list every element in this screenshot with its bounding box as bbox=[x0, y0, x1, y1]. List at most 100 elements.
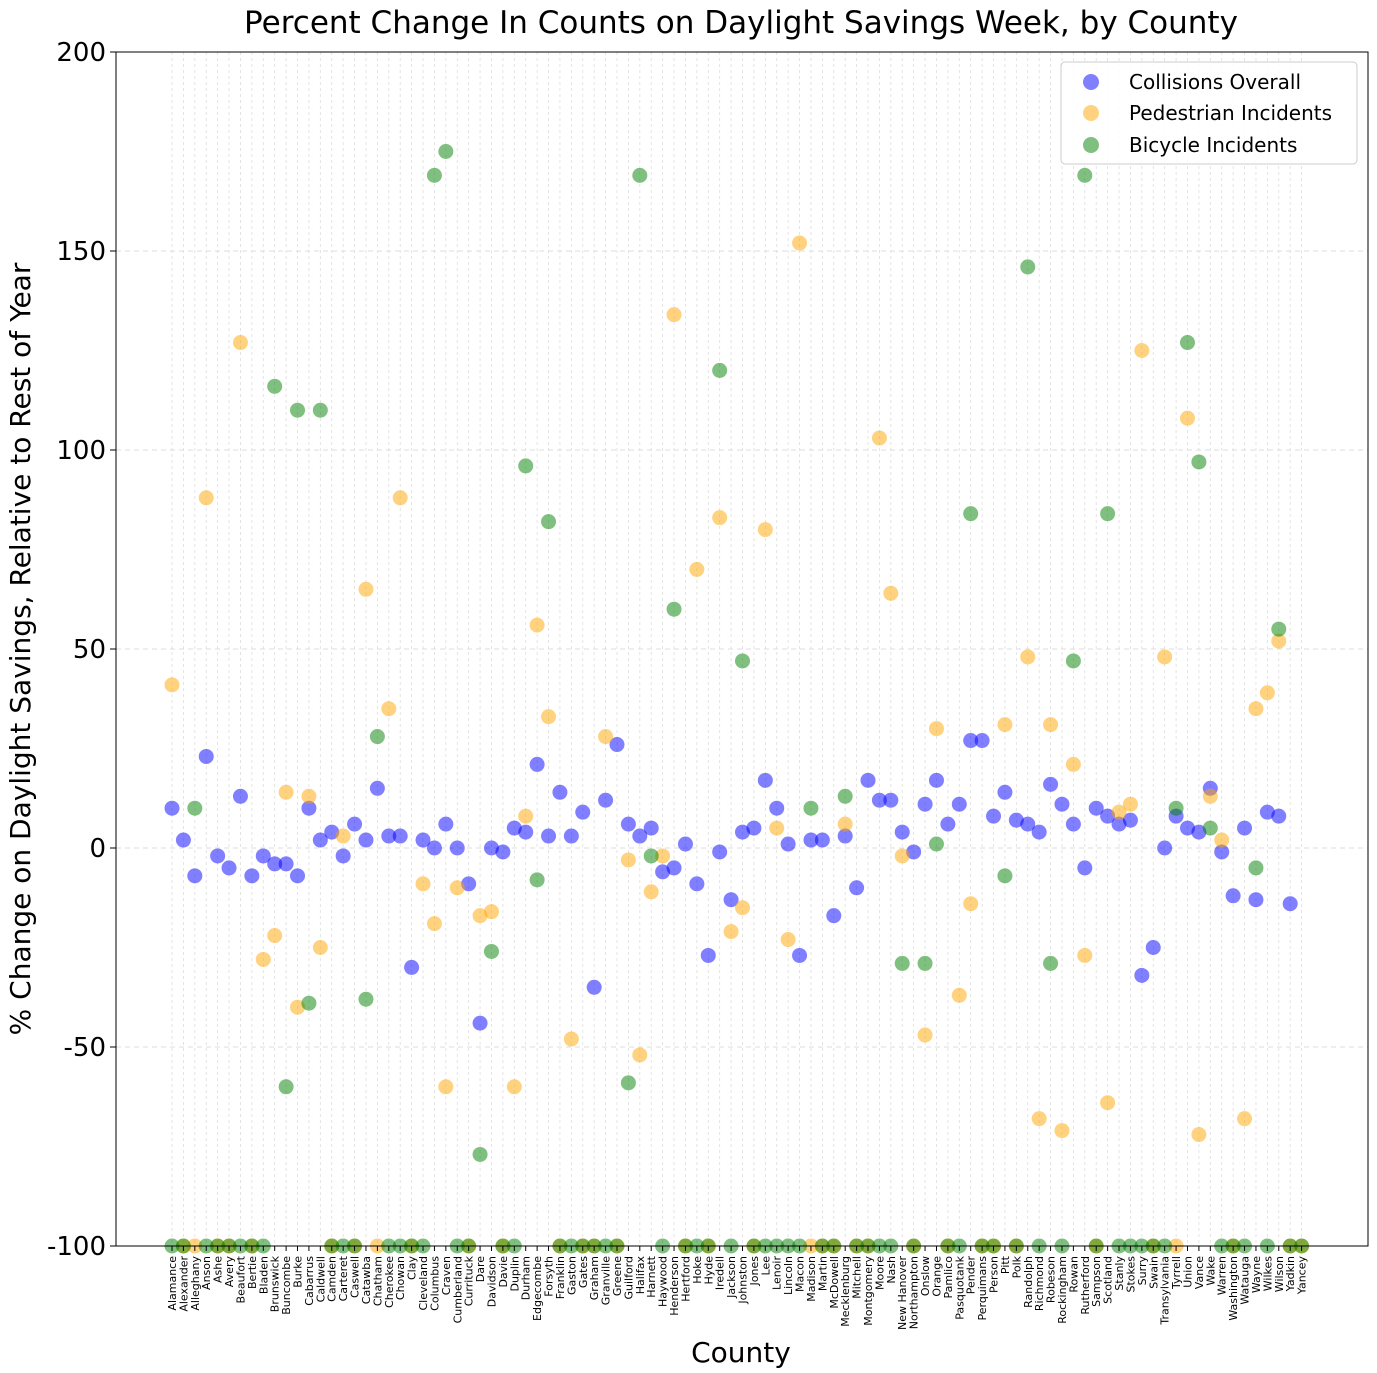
collisions-point bbox=[495, 844, 511, 860]
x-tick-label: Pasquotank bbox=[953, 1255, 966, 1319]
pedestrian-point bbox=[780, 932, 796, 948]
y-tick-label: 200 bbox=[56, 38, 106, 68]
pedestrian-point bbox=[1237, 1111, 1253, 1127]
x-tick-label: Chatham bbox=[371, 1256, 384, 1306]
x-tick-label: Rockingham bbox=[1056, 1256, 1069, 1324]
collisions-point bbox=[438, 816, 454, 832]
bicycle-point bbox=[917, 955, 933, 971]
x-tick-label: Hoke bbox=[691, 1256, 704, 1284]
x-tick-label: Orange bbox=[930, 1256, 943, 1297]
bicycle-point bbox=[712, 362, 728, 378]
pedestrian-point bbox=[449, 880, 465, 896]
pedestrian-point bbox=[1031, 1111, 1047, 1127]
collisions-point bbox=[883, 792, 899, 808]
collisions-point bbox=[381, 828, 397, 844]
x-tick-label: Beaufort bbox=[234, 1255, 247, 1303]
x-tick-label: Brunswick bbox=[269, 1255, 282, 1312]
x-tick-label: Iredell bbox=[714, 1256, 727, 1290]
legend-box bbox=[1060, 61, 1358, 165]
collisions-point bbox=[735, 824, 750, 840]
x-tick-label: Transylvania bbox=[1159, 1256, 1172, 1326]
collisions-point bbox=[655, 864, 671, 880]
collisions-point bbox=[997, 784, 1013, 800]
pedestrian-point bbox=[278, 784, 294, 800]
x-tick-label: Guilford bbox=[622, 1256, 635, 1300]
bicycle-point bbox=[1271, 621, 1287, 637]
y-tick-label: -50 bbox=[64, 1033, 106, 1063]
collisions-point bbox=[780, 836, 796, 852]
pedestrian-point bbox=[381, 701, 397, 717]
collisions-point bbox=[506, 820, 522, 836]
pedestrian-point bbox=[620, 852, 636, 868]
x-tick-label: Warren bbox=[1216, 1256, 1229, 1295]
x-tick-label: Columbus bbox=[428, 1256, 441, 1311]
collisions-point bbox=[1214, 844, 1230, 860]
collisions-point bbox=[187, 868, 203, 884]
x-tick-label: Bertie bbox=[246, 1256, 259, 1289]
pedestrian-point bbox=[883, 585, 899, 601]
x-tick-label: Craven bbox=[440, 1256, 453, 1295]
collisions-point bbox=[917, 796, 933, 812]
collisions-point bbox=[335, 848, 351, 864]
collisions-point bbox=[244, 868, 260, 884]
x-tick-label: Chowan bbox=[394, 1256, 407, 1300]
pedestrian-point bbox=[666, 307, 682, 323]
x-tick-label: Catawba bbox=[360, 1256, 373, 1304]
collisions-point bbox=[1020, 816, 1036, 832]
pedestrian-point bbox=[563, 1031, 579, 1047]
y-axis-ticks: -100 -50 0 50 100 150 200 bbox=[47, 38, 116, 1262]
pedestrian-point bbox=[1134, 343, 1150, 358]
bicycle-point bbox=[963, 506, 979, 522]
collisions-point bbox=[849, 880, 865, 896]
collisions-point bbox=[1271, 808, 1287, 824]
y-tick-label: 50 bbox=[73, 635, 106, 665]
pedestrian-point bbox=[1111, 804, 1127, 820]
x-tick-label: Alamance bbox=[166, 1256, 179, 1311]
x-tick-label: Pamlico bbox=[942, 1256, 955, 1299]
x-tick-label: Avery bbox=[223, 1256, 236, 1288]
collisions-point bbox=[643, 820, 659, 836]
bicycle-point bbox=[187, 800, 203, 816]
y-tick-label: 0 bbox=[89, 834, 106, 864]
collisions-point bbox=[426, 840, 442, 856]
legend-marker-collisions bbox=[1083, 74, 1099, 90]
x-tick-label: Clay bbox=[406, 1256, 419, 1280]
pedestrian-point bbox=[1271, 633, 1287, 649]
x-tick-label: Person bbox=[988, 1256, 1001, 1293]
pedestrian-point bbox=[472, 908, 488, 924]
collisions-point bbox=[837, 828, 853, 844]
collisions-point bbox=[1248, 892, 1264, 908]
x-tick-label: Henderson bbox=[668, 1256, 681, 1316]
bicycle-point bbox=[358, 991, 374, 1007]
x-tick-label: Duplin bbox=[508, 1256, 521, 1292]
bicycle-point bbox=[1168, 800, 1184, 816]
legend: Collisions Overall Pedestrian Incidents … bbox=[1060, 61, 1358, 165]
pedestrian-point bbox=[438, 1079, 454, 1095]
bicycle-point bbox=[290, 402, 306, 418]
collisions-point bbox=[1191, 824, 1207, 840]
pedestrian-point bbox=[997, 717, 1013, 733]
collisions-point bbox=[723, 892, 739, 908]
pedestrian-point bbox=[301, 788, 317, 804]
chart-title: Percent Change In Counts on Daylight Sav… bbox=[244, 5, 1238, 41]
collisions-point bbox=[632, 828, 648, 844]
bicycle-point bbox=[312, 402, 328, 418]
collisions-point bbox=[415, 832, 431, 848]
x-tick-label: Anson bbox=[200, 1256, 213, 1290]
pedestrian-point bbox=[483, 904, 499, 920]
x-tick-label: Mecklenburg bbox=[839, 1256, 852, 1327]
collisions-point bbox=[894, 824, 910, 840]
collisions-point bbox=[472, 1015, 488, 1031]
collisions-point bbox=[369, 780, 385, 796]
x-tick-label: Swain bbox=[1147, 1256, 1160, 1289]
x-tick-label: Caldwell bbox=[314, 1256, 327, 1302]
collisions-point bbox=[974, 733, 990, 749]
pedestrian-point bbox=[1054, 1123, 1070, 1139]
collisions-point bbox=[198, 748, 214, 764]
x-tick-label: Camden bbox=[326, 1256, 339, 1302]
pedestrian-point bbox=[712, 510, 728, 526]
x-tick-label: Gates bbox=[577, 1256, 590, 1288]
collisions-point bbox=[278, 856, 294, 872]
bicycle-point bbox=[643, 848, 659, 864]
bicycle-point bbox=[301, 995, 317, 1011]
